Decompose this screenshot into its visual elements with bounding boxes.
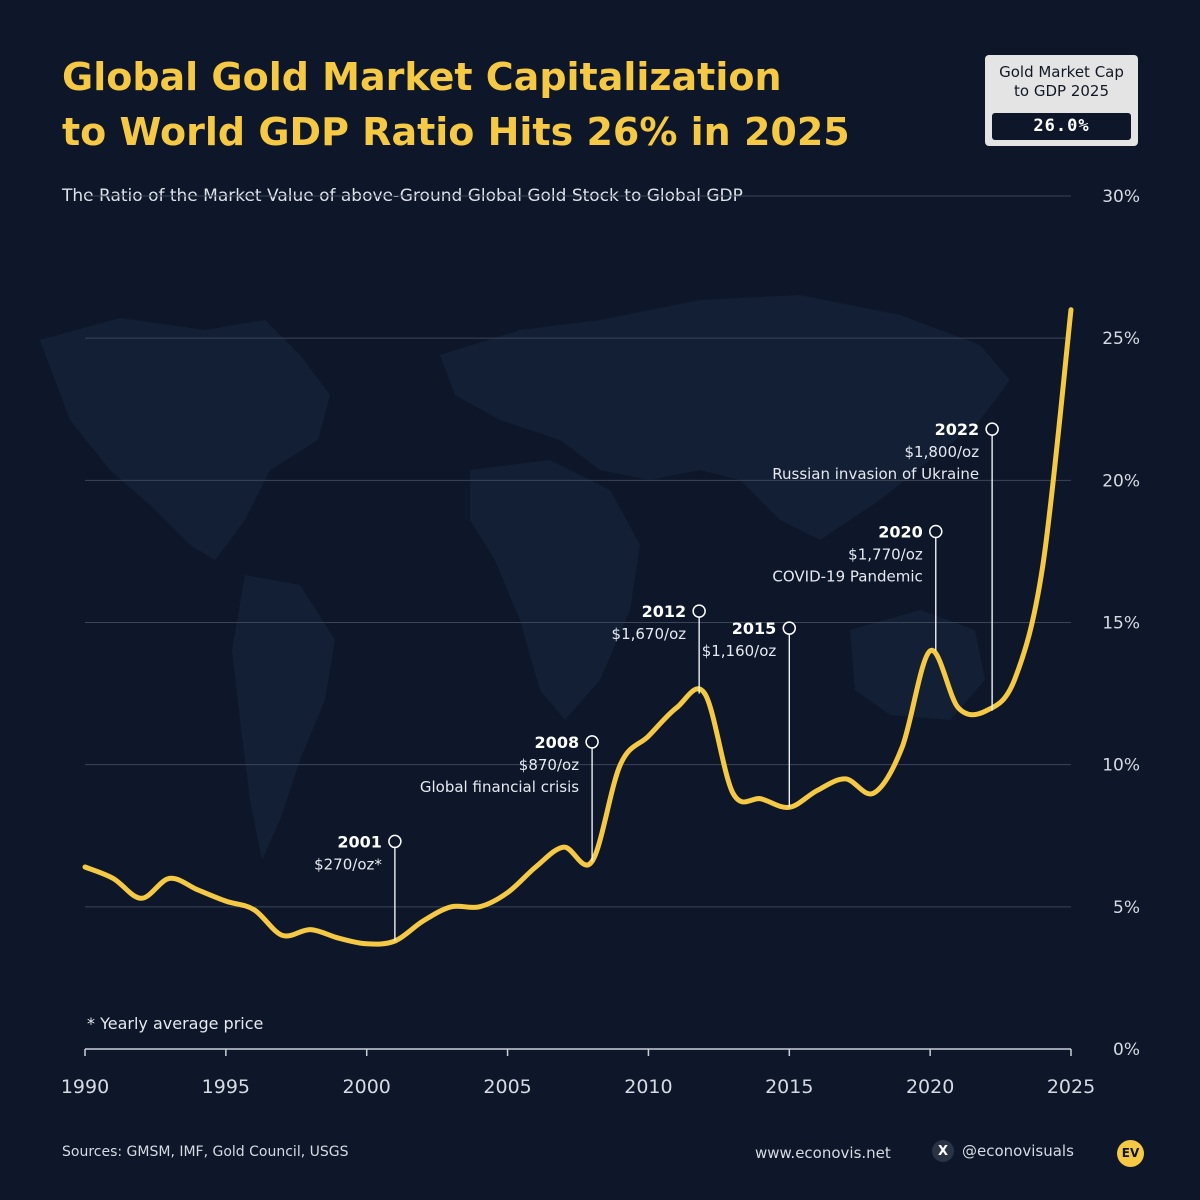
kpi-box: Gold Market Cap to GDP 2025 26.0%	[985, 55, 1138, 146]
chart-title-line-2: to World GDP Ratio Hits 26% in 2025	[62, 110, 850, 154]
annotation-marker-2012	[692, 604, 706, 618]
annotation-marker-2001	[388, 834, 402, 849]
annotation-marker-2008	[585, 735, 599, 749]
annotation-event-2020: COVID-19 Pandemic	[772, 568, 922, 586]
y-tick-label-20: 20%	[1102, 471, 1140, 491]
y-tick-label-0: 0%	[1113, 1040, 1140, 1060]
x-tick-label-2020: 2020	[906, 1076, 954, 1098]
y-tick-label-5: 5%	[1113, 898, 1140, 918]
annotation-marker-2022	[985, 422, 999, 436]
y-tick-label-30: 30%	[1102, 187, 1140, 207]
annotation-year-2020: 2020	[878, 523, 923, 542]
x-logo-icon: X	[932, 1140, 954, 1162]
chart-title: Global Gold Market Capitalization to Wor…	[62, 50, 882, 160]
x-tick-label-2025: 2025	[1047, 1076, 1095, 1098]
kpi-value: 26.0%	[992, 113, 1131, 140]
annotation-year-2022: 2022	[935, 420, 980, 439]
annotation-price-2022: $1,800/oz	[905, 443, 980, 461]
y-tick-label-15: 15%	[1102, 614, 1140, 634]
annotation-price-2020: $1,770/oz	[848, 546, 923, 564]
annotation-price-2015: $1,160/oz	[702, 642, 777, 660]
social-handle: @econovisuals	[962, 1142, 1074, 1160]
y-tick-label-10: 10%	[1102, 756, 1140, 776]
social-handle-link[interactable]: X @econovisuals	[932, 1140, 1074, 1162]
econovis-logo: EV	[1117, 1140, 1144, 1167]
x-tick-label-2005: 2005	[483, 1076, 531, 1098]
kpi-label-line-2: to GDP 2025	[1014, 82, 1109, 100]
annotation-year-2012: 2012	[642, 602, 687, 621]
x-tick-label-1990: 1990	[61, 1076, 109, 1098]
x-tick-label-2000: 2000	[343, 1076, 391, 1098]
x-tick-label-1995: 1995	[202, 1076, 250, 1098]
chart-title-line-1: Global Gold Market Capitalization	[62, 55, 782, 99]
kpi-label-line-1: Gold Market Cap	[999, 63, 1124, 81]
y-tick-label-25: 25%	[1102, 329, 1140, 349]
annotation-marker-2020	[929, 524, 943, 539]
series-line-gold-to-gdp	[82, 307, 1074, 947]
annotation-marker-2015	[782, 621, 797, 635]
sources-text: Sources: GMSM, IMF, Gold Council, USGS	[62, 1144, 349, 1160]
annotation-year-2008: 2008	[535, 733, 580, 752]
annotation-price-2001: $270/oz*	[314, 855, 382, 873]
annotation-year-2015: 2015	[732, 619, 777, 638]
annotation-year-2001: 2001	[337, 832, 382, 851]
x-tick-label-2015: 2015	[765, 1076, 813, 1098]
kpi-label: Gold Market Cap to GDP 2025	[985, 63, 1138, 101]
annotation-event-2022: Russian invasion of Ukraine	[772, 465, 979, 483]
world-map-backdrop	[40, 295, 1010, 860]
annotation-price-2008: $870/oz	[519, 756, 579, 774]
website-link[interactable]: www.econovis.net	[755, 1144, 891, 1162]
x-tick-label-2010: 2010	[624, 1076, 672, 1098]
annotation-price-2012: $1,670/oz	[612, 625, 687, 643]
footnote: * Yearly average price	[87, 1014, 264, 1033]
annotation-event-2008: Global financial crisis	[420, 778, 579, 796]
